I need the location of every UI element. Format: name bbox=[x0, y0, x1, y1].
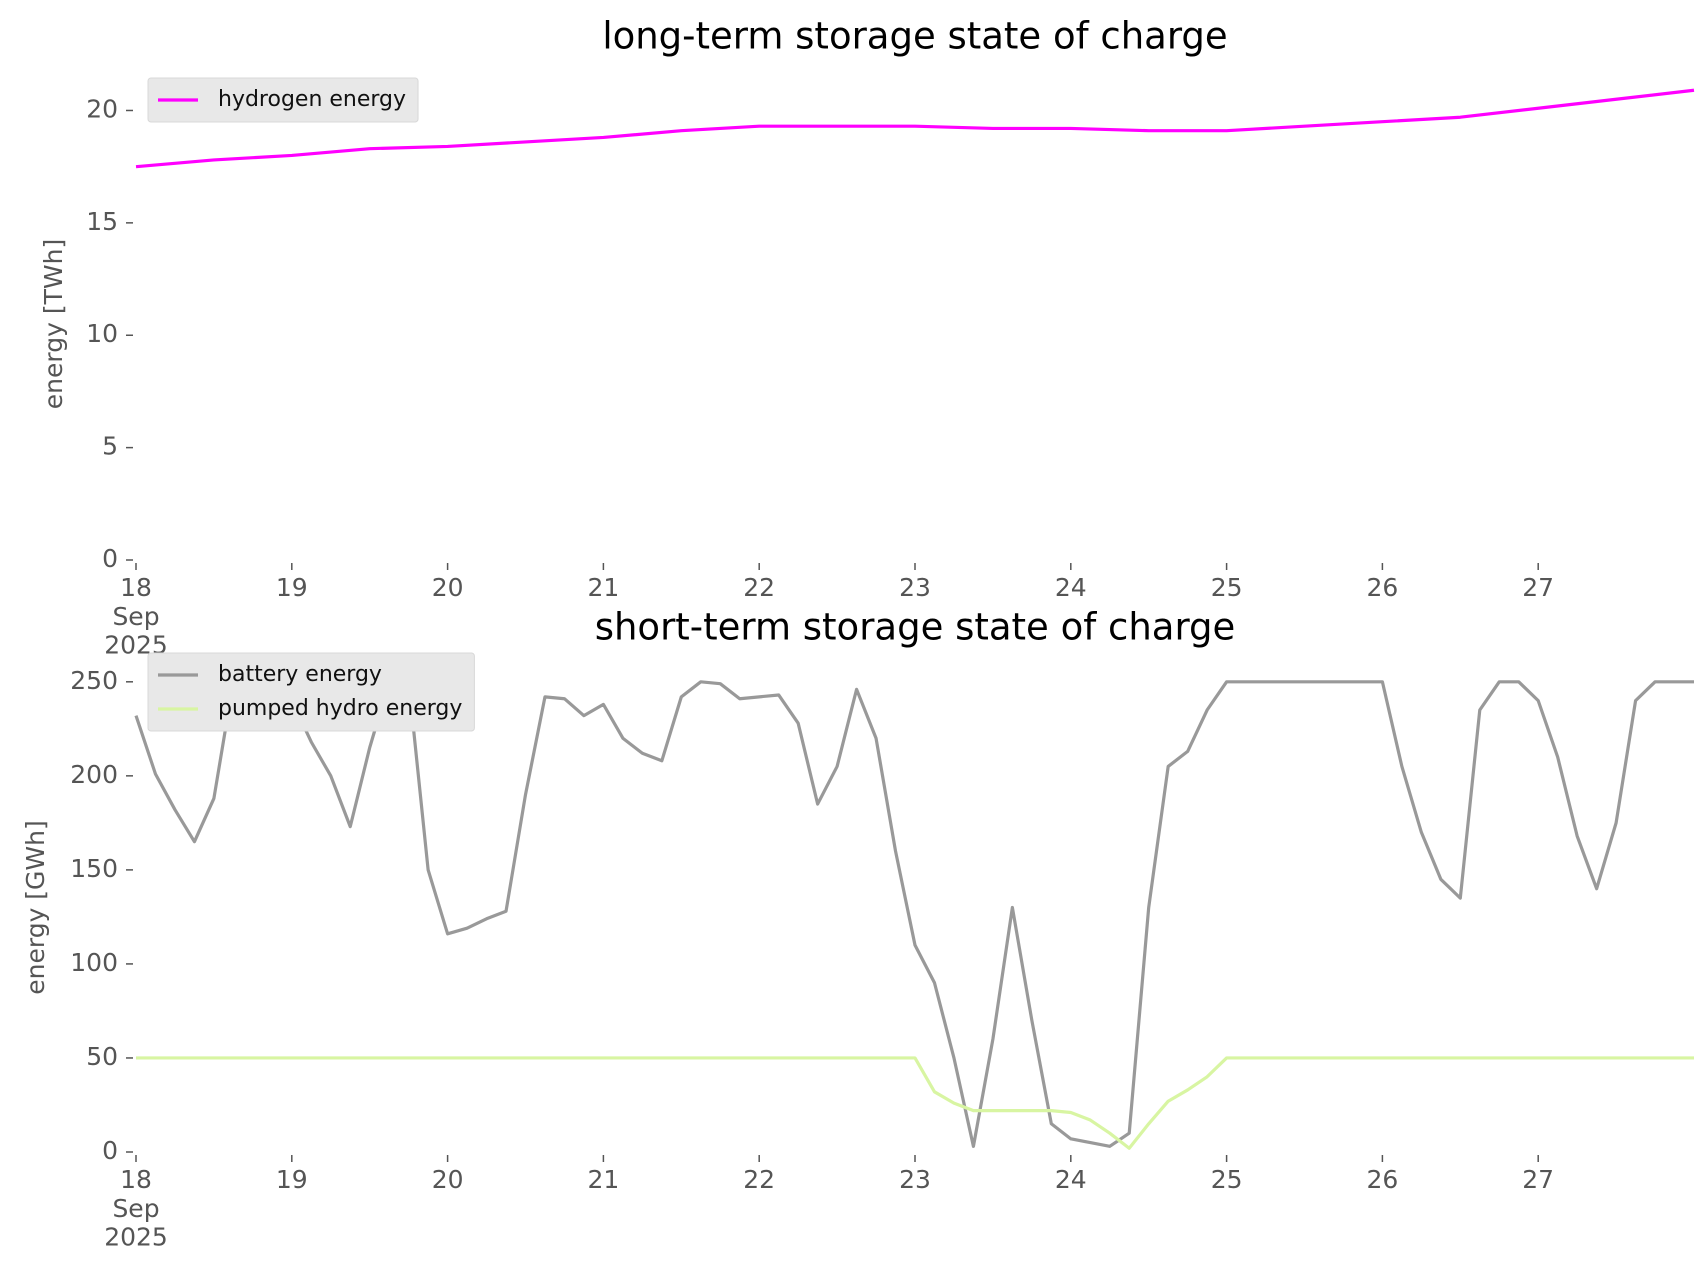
y-tick-label: 150 bbox=[70, 854, 118, 883]
y-axis-label: energy [GWh] bbox=[21, 820, 50, 995]
y-tick-label: 20 bbox=[86, 94, 118, 123]
x-tick-label: 23 bbox=[899, 1165, 931, 1194]
x-tick-label: 27 bbox=[1522, 1165, 1554, 1194]
x-tick-label: 21 bbox=[587, 573, 619, 602]
chart-title: short-term storage state of charge bbox=[595, 606, 1236, 649]
y-tick-label: 0 bbox=[102, 544, 118, 573]
y-tick-label: 250 bbox=[70, 666, 118, 695]
x-tick-label: 19 bbox=[276, 573, 308, 602]
y-tick-label: 200 bbox=[70, 760, 118, 789]
x-tick-label: 24 bbox=[1055, 1165, 1087, 1194]
x-tick-label: 22 bbox=[743, 1165, 775, 1194]
x-tick-label: 19 bbox=[276, 1165, 308, 1194]
legend-label: hydrogen energy bbox=[218, 87, 406, 112]
y-tick-label: 5 bbox=[102, 432, 118, 461]
legend-box bbox=[147, 77, 419, 123]
x-tick-label: 20 bbox=[432, 1165, 464, 1194]
x-tick-label: 22 bbox=[743, 573, 775, 602]
y-tick-label: 0 bbox=[102, 1136, 118, 1165]
legend-label: battery energy bbox=[218, 662, 382, 687]
legend-box bbox=[147, 652, 475, 732]
y-tick-label: 50 bbox=[86, 1042, 118, 1071]
x-tick-label: 26 bbox=[1366, 573, 1398, 602]
y-tick-label: 10 bbox=[86, 319, 118, 348]
subplot: short-term storage state of charge energy… bbox=[21, 606, 1694, 1252]
chart-title: long-term storage state of charge bbox=[602, 15, 1227, 58]
x-tick-label: 20 bbox=[432, 573, 464, 602]
x-tick-label: 23 bbox=[899, 573, 931, 602]
x-tick-label: 24 bbox=[1055, 573, 1087, 602]
series-line bbox=[134, 680, 1694, 1148]
series-line bbox=[135, 88, 1695, 169]
x-tick-label: 27 bbox=[1522, 573, 1554, 602]
x-tick-label: 25 bbox=[1211, 573, 1243, 602]
y-tick-label: 15 bbox=[86, 207, 118, 236]
legend-label: pumped hydro energy bbox=[218, 696, 462, 721]
y-tick-label: 100 bbox=[70, 948, 118, 977]
x-tick-label: 25 bbox=[1211, 1165, 1243, 1194]
x-tick-label: 26 bbox=[1366, 1165, 1398, 1194]
series-line bbox=[136, 1056, 1694, 1150]
x-tick-label: 18 Sep 2025 bbox=[104, 573, 168, 660]
x-tick-label: 21 bbox=[587, 1165, 619, 1194]
x-tick-label: 18 Sep 2025 bbox=[104, 1165, 168, 1252]
subplot: long-term storage state of charge energy … bbox=[39, 15, 1695, 660]
y-axis-label: energy [TWh] bbox=[39, 239, 68, 409]
